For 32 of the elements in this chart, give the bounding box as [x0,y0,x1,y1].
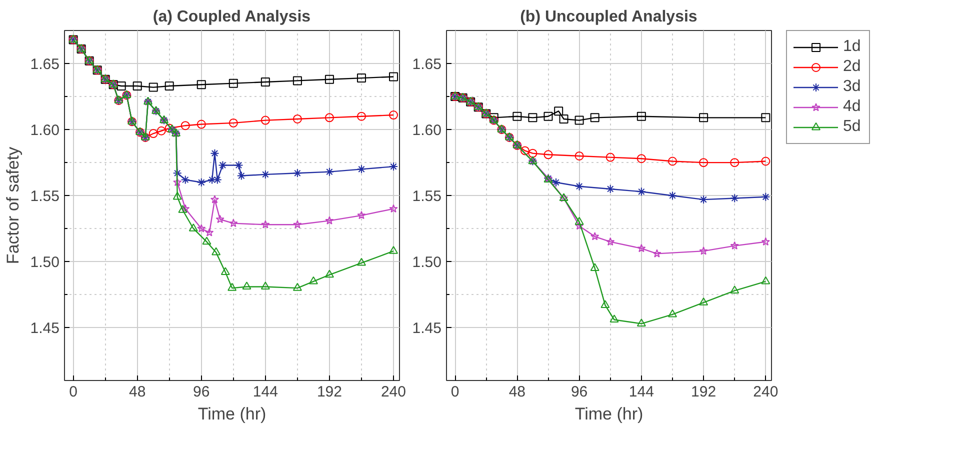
y-tick-label: 1.55 [30,188,60,206]
legend-label: 4d [843,98,862,116]
legend-label: 2d [843,58,862,76]
x-axis-title: Time (hr) [198,404,266,424]
x-tick-label: 0 [69,384,78,400]
chart-title: (a) Coupled Analysis [152,8,311,26]
x-tick-label: 240 [380,384,406,400]
chart-title: (b) Uncoupled Analysis [520,8,698,26]
y-tick-label: 1.60 [412,122,442,140]
legend-label: 3d [843,78,862,96]
y-tick-label: 1.65 [412,56,442,74]
legend-label: 1d [843,38,862,56]
x-tick-label: 0 [450,384,460,400]
y-tick-label: 1.55 [412,188,442,206]
x-tick-label: 192 [691,384,716,400]
y-axis-title: Factor of safety [3,146,22,264]
y-tick-label: 1.45 [30,320,60,338]
x-tick-label: 48 [508,384,526,400]
y-tick-label: 1.45 [412,320,442,338]
x-tick-label: 144 [252,384,278,400]
x-tick-label: 96 [570,384,588,400]
x-axis-title: Time (hr) [574,404,644,424]
legend-label: 5d [843,118,862,136]
x-tick-label: 192 [316,384,342,400]
y-tick-label: 1.50 [30,254,60,272]
x-tick-label: 96 [193,384,210,400]
x-tick-label: 48 [129,384,146,400]
y-tick-label: 1.50 [412,254,442,272]
x-tick-label: 144 [628,384,654,400]
y-tick-label: 1.60 [30,122,60,140]
x-tick-label: 240 [753,384,778,400]
y-tick-label: 1.65 [30,56,60,74]
